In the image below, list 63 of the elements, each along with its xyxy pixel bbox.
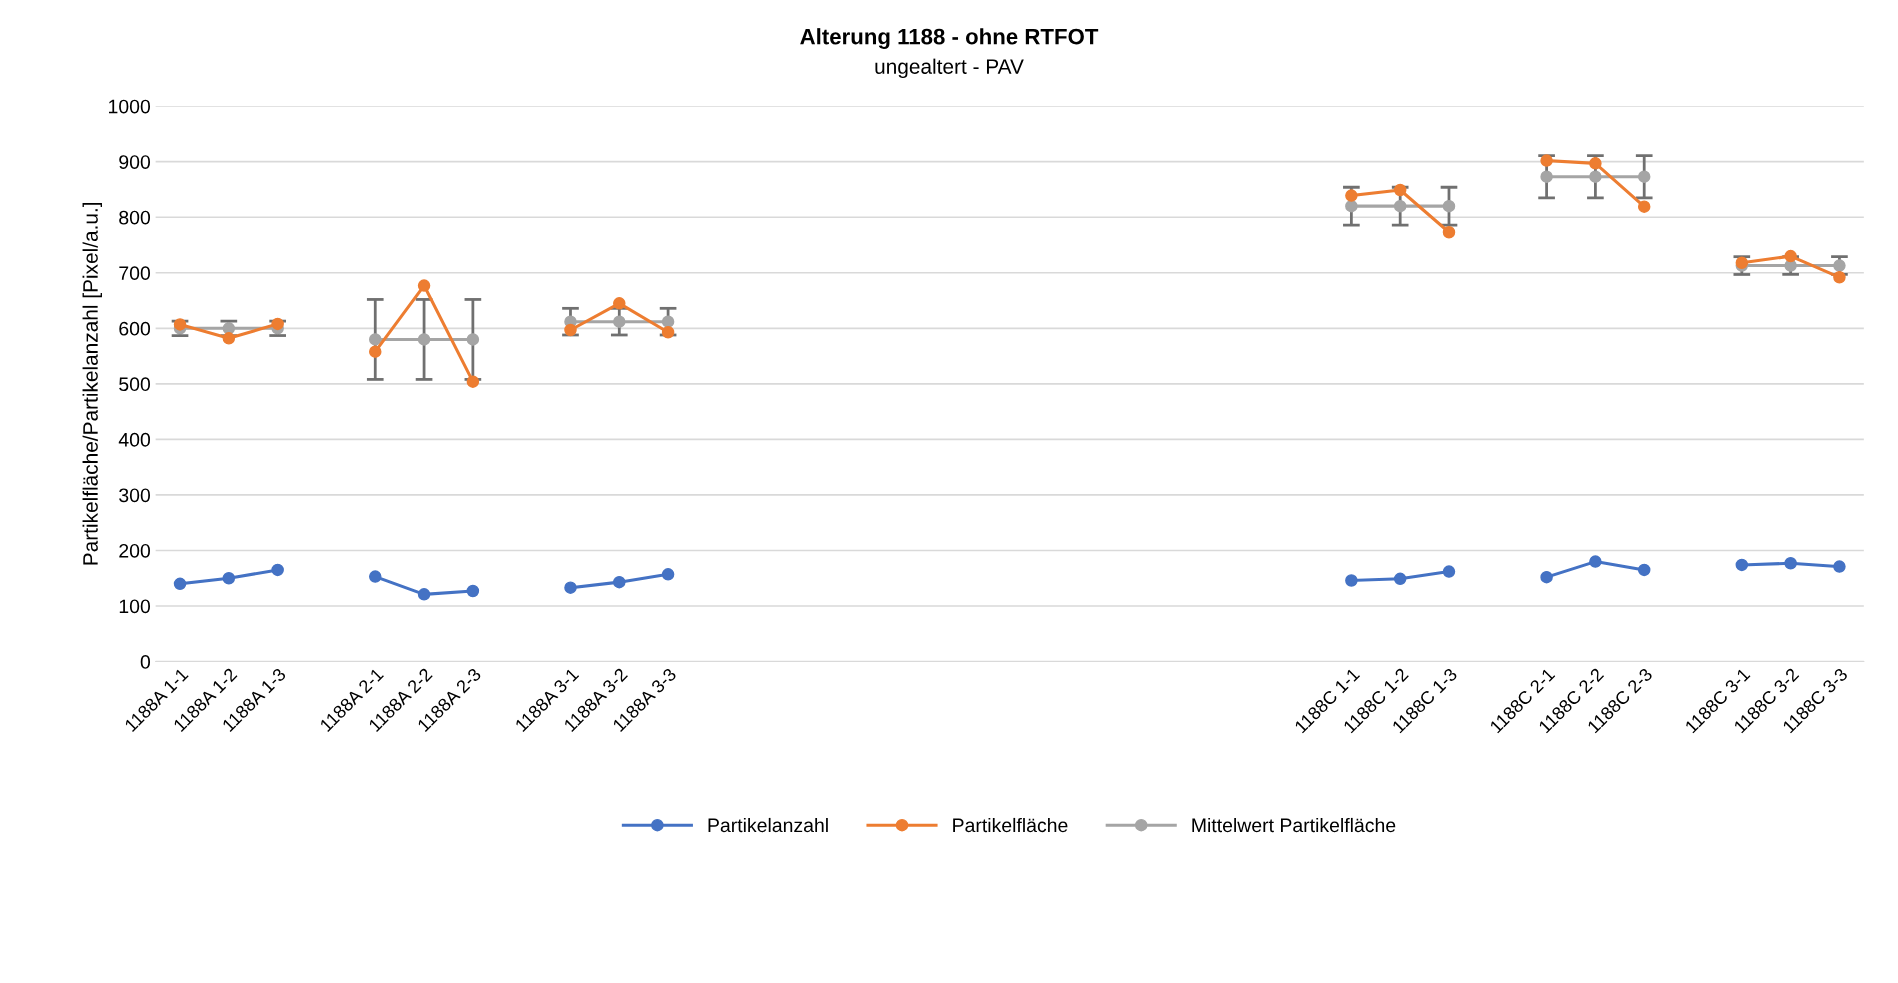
point <box>1784 249 1797 263</box>
legend-label: Partikelanzahl <box>708 817 828 833</box>
point <box>661 568 675 581</box>
y-axis-title: Partikelfläche/Partikelanzahl [Pixel/a.u.] <box>82 202 102 565</box>
point <box>564 323 577 337</box>
point <box>417 279 431 292</box>
point <box>1442 199 1456 213</box>
point <box>1540 570 1553 584</box>
point <box>1345 199 1358 213</box>
point <box>271 317 284 331</box>
point <box>1833 560 1846 573</box>
y-tick-label: 400 <box>118 432 151 447</box>
y-tick-label: 500 <box>119 377 151 392</box>
y-tick-label: 700 <box>119 266 151 281</box>
point <box>1589 157 1602 170</box>
y-tick-label: 100 <box>119 599 151 614</box>
point <box>1784 557 1797 570</box>
point <box>1540 154 1553 167</box>
y-tick-label: 0 <box>140 655 151 669</box>
point <box>466 584 480 598</box>
point <box>173 318 187 331</box>
point <box>1442 565 1456 578</box>
point <box>613 315 626 328</box>
point <box>1393 183 1407 197</box>
legend-label: Mittelwert Partikelfläche <box>1192 817 1396 833</box>
point <box>1637 170 1651 183</box>
point <box>466 375 480 388</box>
point <box>1589 555 1602 568</box>
point <box>222 332 236 345</box>
point <box>417 333 431 346</box>
y-tick-label: 600 <box>119 321 151 336</box>
point <box>1637 200 1651 213</box>
y-tick-label: 800 <box>119 210 151 225</box>
point <box>369 570 382 583</box>
point <box>1540 170 1553 183</box>
point <box>173 577 187 591</box>
point <box>613 297 626 310</box>
point <box>661 315 675 328</box>
point <box>1345 574 1358 587</box>
y-tick-label: 900 <box>119 155 151 169</box>
chart-subtitle: ungealtert - PAV <box>875 58 1024 79</box>
chart-title: Alterung 1188 - ohne RTFOT <box>800 28 1099 49</box>
point <box>1442 225 1456 239</box>
point <box>417 588 431 601</box>
point <box>369 345 382 358</box>
point <box>271 563 284 577</box>
legend-label: Partikelfläche <box>953 817 1068 833</box>
point <box>1637 563 1651 577</box>
y-tick-label: 200 <box>119 543 151 558</box>
point <box>613 575 626 589</box>
point <box>1393 199 1407 213</box>
point <box>1833 270 1846 284</box>
point <box>661 325 675 339</box>
point <box>466 333 480 346</box>
point <box>1345 189 1358 202</box>
point <box>369 333 382 346</box>
point <box>1589 170 1602 183</box>
point <box>564 581 577 594</box>
y-tick-label: 300 <box>119 488 151 503</box>
point <box>1393 572 1407 586</box>
point <box>1735 558 1749 572</box>
point <box>222 571 236 585</box>
y-tick-label: 1000 <box>109 99 151 114</box>
